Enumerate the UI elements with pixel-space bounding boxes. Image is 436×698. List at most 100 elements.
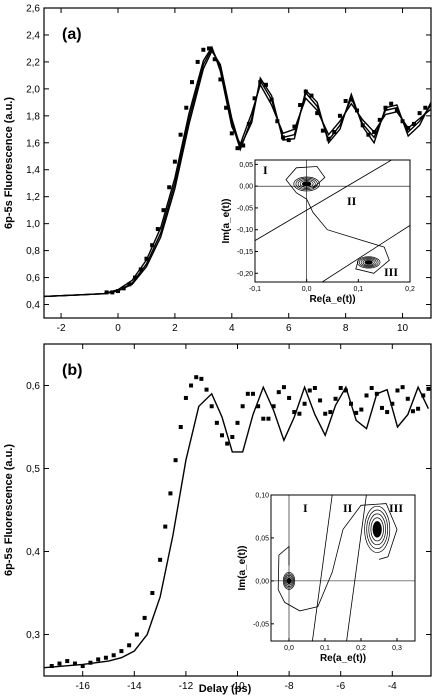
measured-point <box>230 434 235 439</box>
measured-point <box>416 406 421 411</box>
measured-point <box>235 146 240 151</box>
measured-point <box>256 404 261 409</box>
inset-area <box>271 495 415 641</box>
inset-y-axis-title: Im(a_e(t)) <box>237 545 248 590</box>
x-tick-label: -8 <box>285 681 294 692</box>
inset-region-boundary <box>255 160 393 241</box>
measured-point <box>111 653 116 658</box>
measured-point <box>302 401 307 406</box>
plot-area <box>44 375 431 669</box>
inset-contour <box>295 177 318 191</box>
measured-point <box>201 47 206 52</box>
measured-point <box>150 591 155 595</box>
y-tick-label: 2,6 <box>26 4 40 15</box>
measured-point <box>400 385 405 390</box>
measured-point <box>163 524 168 529</box>
measured-point <box>377 117 382 122</box>
measured-point <box>246 121 251 126</box>
measured-point <box>224 105 229 110</box>
measured-point <box>364 393 369 398</box>
measured-point <box>298 103 303 108</box>
inset-y-tick-label: 0,05 <box>255 535 269 542</box>
measured-point <box>199 376 204 381</box>
x-tick-label: 6 <box>286 323 292 334</box>
measured-point <box>178 425 183 429</box>
measured-point <box>318 398 323 403</box>
measured-point <box>333 396 338 401</box>
inset-region-label: I <box>303 501 308 515</box>
y-axis-title: 6p-5s Fluorescence (a.u.) <box>3 444 15 576</box>
panel-label: (a) <box>62 26 82 43</box>
measured-point <box>250 391 255 396</box>
measured-point <box>214 420 219 425</box>
measured-point <box>178 132 183 137</box>
inset-contour <box>282 571 296 590</box>
measured-point <box>323 411 328 416</box>
measured-point <box>281 385 286 390</box>
measured-point <box>338 385 343 390</box>
inset-y-tick-label: -0,05 <box>253 621 269 628</box>
y-axis-title: 6p-5s Fluorescence (a.u.) <box>3 97 15 229</box>
measured-point <box>354 410 359 415</box>
inset-contour <box>283 573 295 589</box>
inset-contour <box>299 180 314 188</box>
measured-point <box>138 267 143 272</box>
x-tick-label: 2 <box>172 323 178 334</box>
measured-point <box>229 131 234 136</box>
inset-y-tick-label: 0,10 <box>255 493 269 500</box>
measured-point <box>204 387 209 392</box>
measured-point <box>379 405 384 410</box>
measured-point <box>307 388 312 393</box>
inset-x-tick-label: -0,1 <box>249 286 261 293</box>
x-tick-label: 10 <box>397 323 409 334</box>
inset-y-tick-label: 0,00 <box>255 578 269 585</box>
measured-point <box>134 632 139 637</box>
measured-point <box>389 101 394 106</box>
inset-x-tick-label: 0,0 <box>302 286 312 293</box>
inset-attractor-core <box>286 577 292 584</box>
inset-region-label: I <box>263 163 268 177</box>
inset-contour <box>368 513 386 546</box>
inset-y-axis-title: Im(a_e(t)) <box>221 198 232 243</box>
inset-region-boundary <box>346 495 367 641</box>
measured-point <box>266 416 271 421</box>
measured-point <box>287 395 292 400</box>
measured-point <box>421 393 426 398</box>
inset-region-label: II <box>347 194 357 208</box>
measured-point <box>271 404 276 409</box>
measured-point <box>390 401 395 406</box>
y-tick-label: 1,4 <box>26 165 40 176</box>
inset-x-axis-title: Re(a_e(t)) <box>320 653 366 664</box>
x-tick-label: -2 <box>57 323 66 334</box>
inset-contour <box>370 517 384 542</box>
measured-point <box>80 664 85 669</box>
inset-y-tick-label: -0,05 <box>237 205 253 212</box>
inset-region-label: III <box>384 265 398 279</box>
measured-point <box>405 396 410 401</box>
measured-point <box>276 390 281 395</box>
inset-attractor-core <box>302 181 312 187</box>
x-tick-label: -4 <box>388 681 397 692</box>
measured-point <box>359 407 364 412</box>
x-tick-label: -6 <box>336 681 345 692</box>
measured-point <box>385 410 390 415</box>
measured-point <box>426 386 431 391</box>
measured-point <box>225 441 230 446</box>
measured-point <box>155 227 160 232</box>
inset-contour <box>293 176 320 192</box>
inset-y-tick-label: -0,15 <box>237 249 253 256</box>
measured-point <box>417 111 422 116</box>
plot-frame <box>43 7 432 319</box>
inset-contour <box>285 576 293 586</box>
measured-point <box>275 119 280 124</box>
y-tick-label: 1,2 <box>26 192 40 203</box>
inset-y-tick-label: 0,05 <box>239 162 253 169</box>
measured-point <box>161 208 166 213</box>
measured-point <box>263 82 268 87</box>
calculated-curve-2 <box>44 45 431 298</box>
inset-y-tick-label: 0,00 <box>239 184 253 191</box>
measured-point <box>150 243 155 248</box>
y-tick-label: 2,2 <box>26 57 40 68</box>
measured-point <box>207 46 212 51</box>
y-tick-label: 1,0 <box>26 219 40 230</box>
